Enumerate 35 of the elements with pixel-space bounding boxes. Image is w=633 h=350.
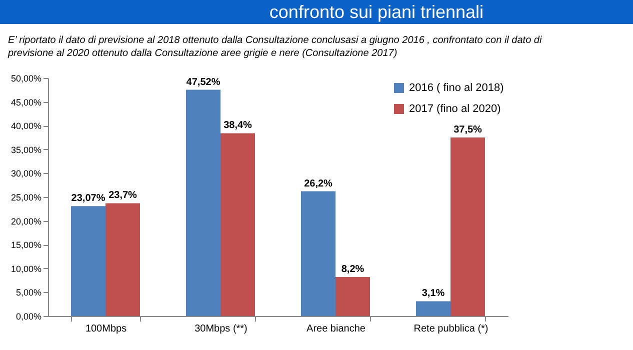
chart-subtitle: E’ riportato il dato di previsione al 2018 ottenuto dalla Consultazione conclusasi a giugno 2016 , confrontato con il dato di previsione al 2020 ottenuto dalla Consultazione aree grigie e nere (Consultazione 2017) — [8, 34, 543, 60]
data-label: 37,5% — [454, 124, 482, 136]
x-tick-label: Rete pubblica (*) — [414, 324, 488, 334]
y-tick-label: 10,00% — [10, 264, 42, 274]
bar — [301, 191, 336, 316]
data-label: 8,2% — [341, 264, 364, 275]
y-tick-label: 35,00% — [10, 144, 42, 155]
bar — [186, 90, 220, 316]
y-tick-label: 5,00% — [16, 288, 42, 298]
legend-label: 2017 (fino al 2020) — [409, 103, 501, 115]
y-tick-label: 0,00% — [16, 312, 42, 322]
x-tick-label: Aree bianche — [306, 324, 366, 334]
data-label: 38,4% — [224, 120, 252, 132]
x-tick-label: 100Mbps — [85, 324, 127, 334]
bar — [336, 276, 370, 316]
chart-title: confronto sui piani triennali — [0, 0, 633, 24]
bar — [416, 301, 450, 316]
bar — [450, 138, 485, 316]
bar — [71, 206, 106, 316]
y-tick-label: 50,00% — [10, 74, 42, 84]
y-tick-label: 20,00% — [10, 216, 42, 226]
legend-label: 2016 ( fino al 2018) — [409, 82, 504, 94]
x-tick-label: 30Mbps (**) — [194, 324, 248, 334]
bar — [220, 133, 255, 316]
y-tick-label: 15,00% — [10, 240, 42, 250]
data-label: 26,2% — [304, 178, 333, 190]
y-tick-label: 30,00% — [10, 168, 42, 179]
y-tick-label: 45,00% — [10, 97, 42, 108]
bar — [106, 203, 140, 316]
data-label: 23,07% — [71, 193, 106, 204]
y-tick-label: 40,00% — [10, 121, 42, 132]
data-label: 23,7% — [108, 190, 138, 202]
y-tick-label: 25,00% — [10, 192, 42, 202]
data-label: 47,52% — [186, 76, 220, 88]
data-label: 3,1% — [422, 288, 445, 300]
